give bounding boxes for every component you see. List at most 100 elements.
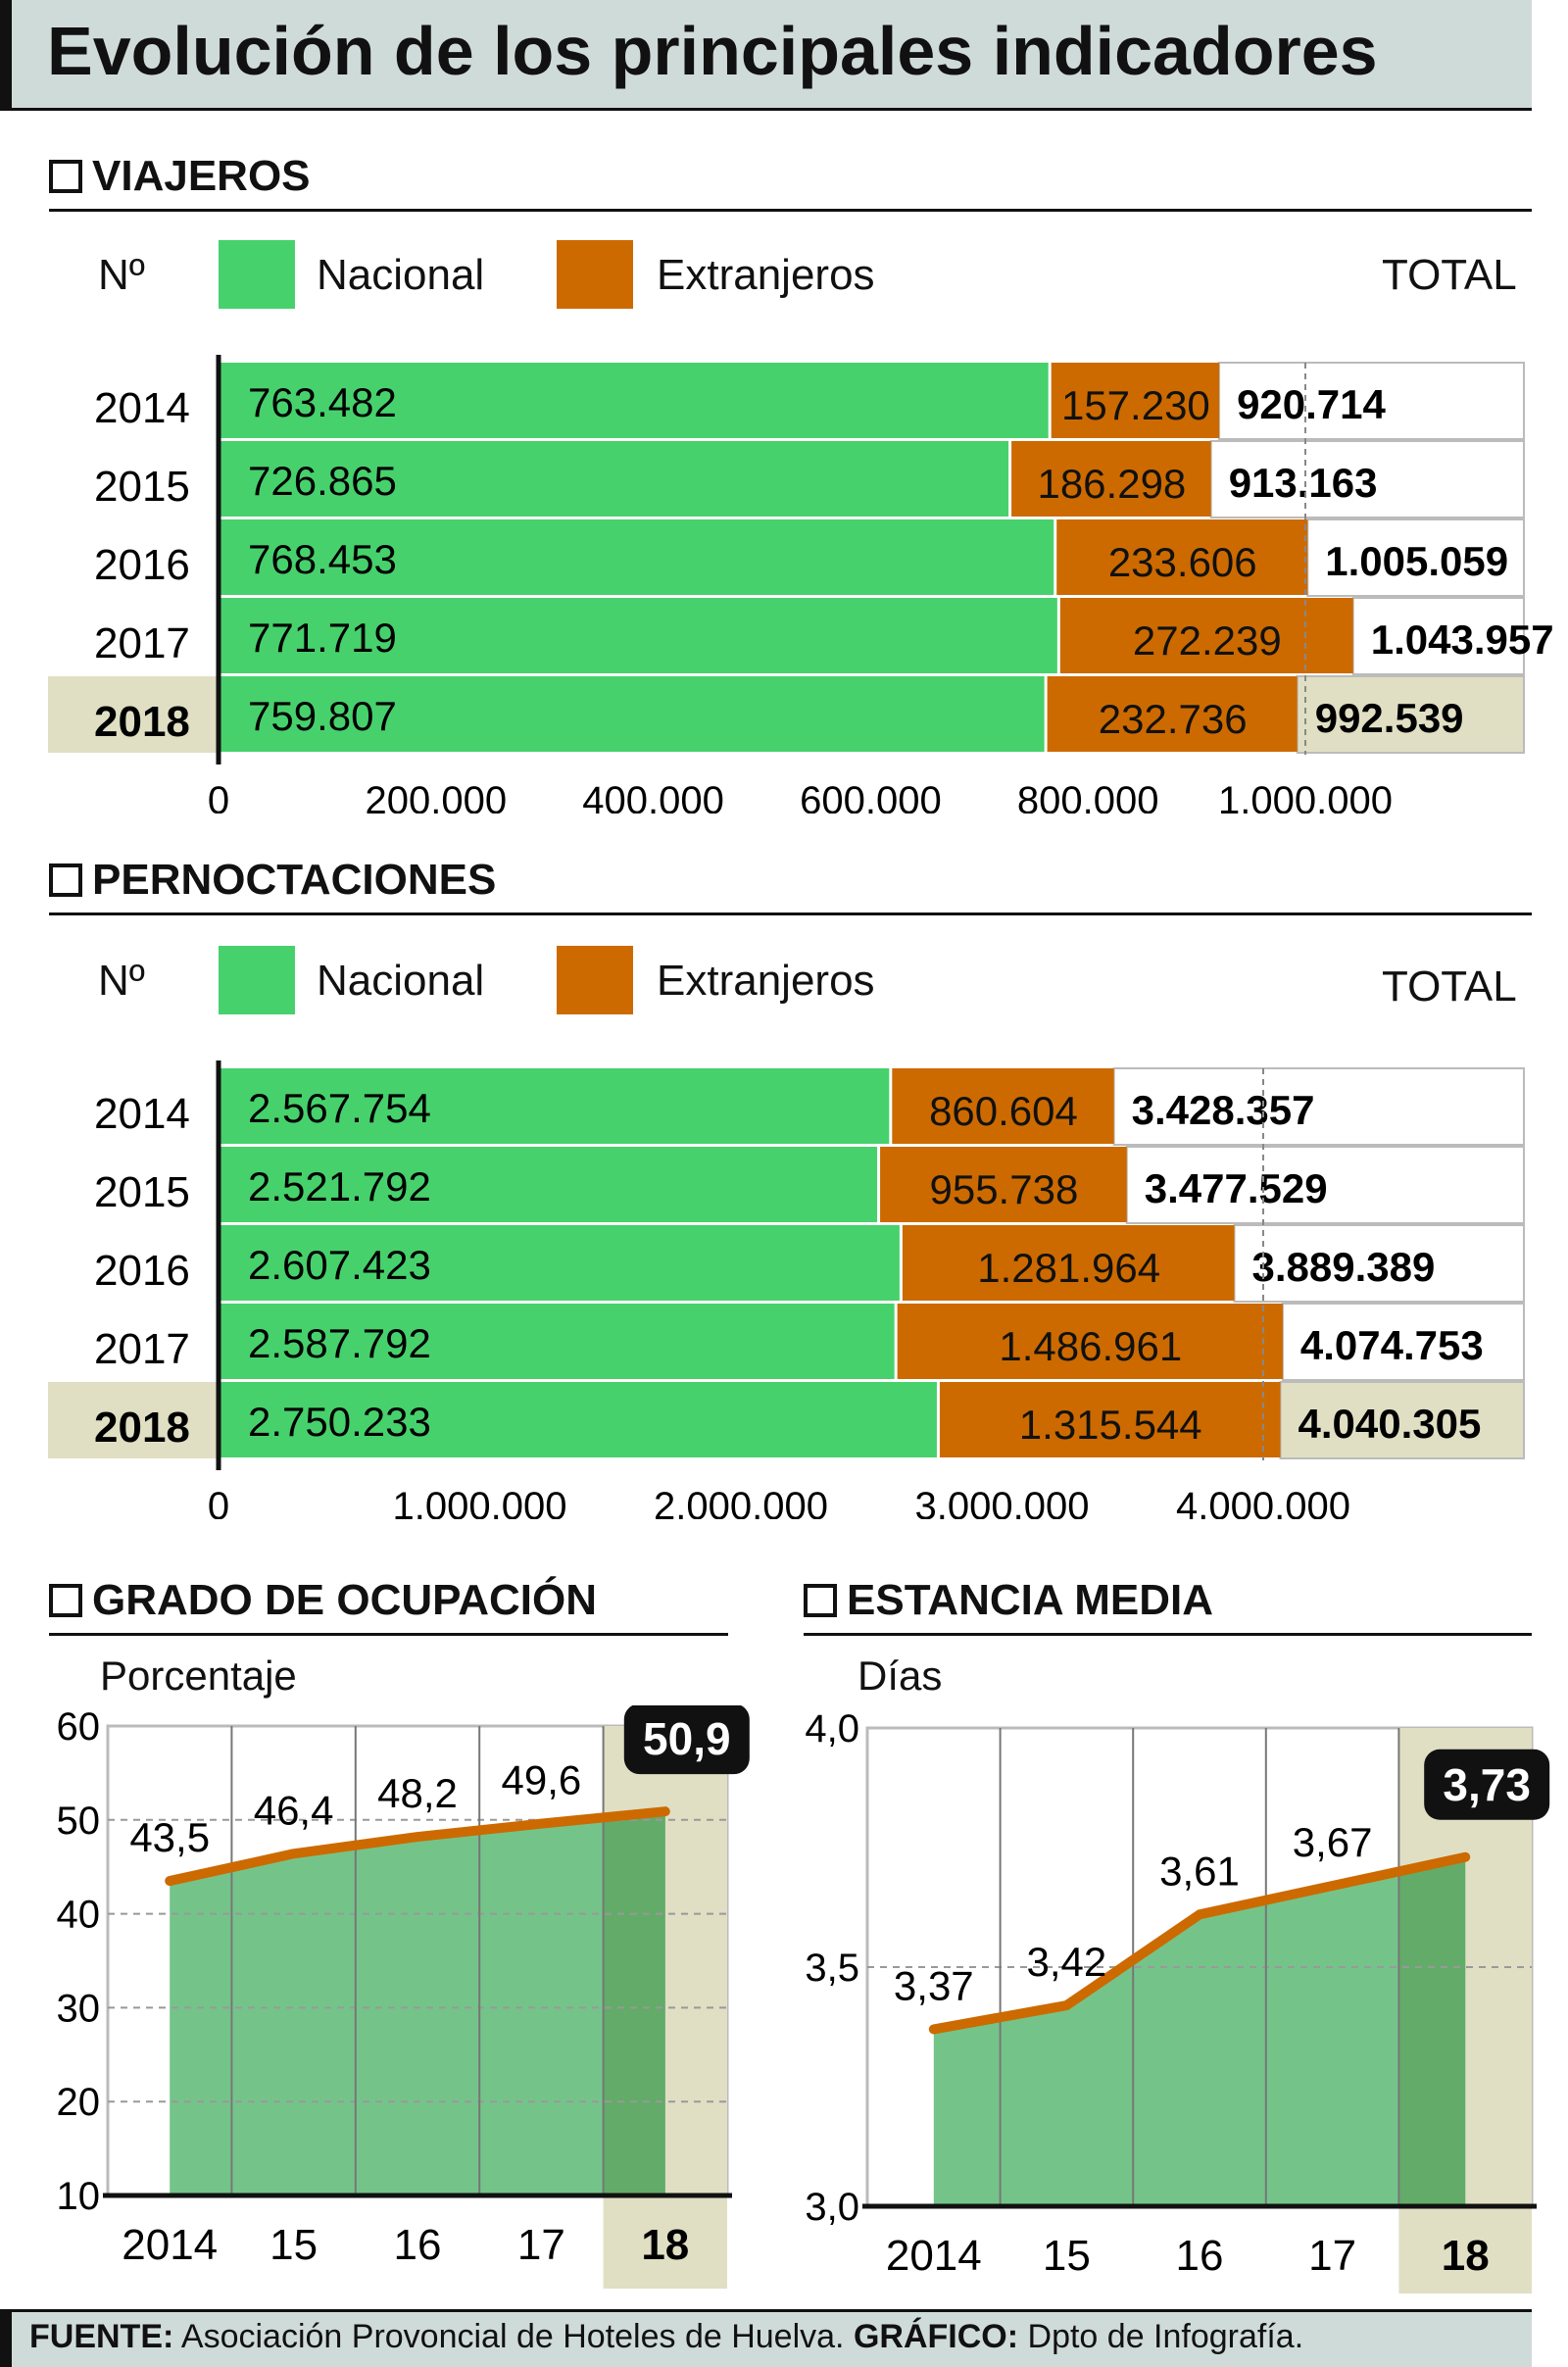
value-label-extranjeros: 1.315.544 <box>1019 1402 1202 1448</box>
year-label: 2018 <box>94 1404 190 1452</box>
value-label-extranjeros: 1.281.964 <box>977 1245 1160 1291</box>
x-tick-label: 2014 <box>122 2221 218 2269</box>
highlight-value-badge <box>1424 1749 1550 1820</box>
total-label: 913.163 <box>1229 460 1378 506</box>
section-heading-estancia: ESTANCIA MEDIA <box>804 1576 1213 1625</box>
y-tick-label: 3,0 <box>805 2186 859 2229</box>
bar-nacional <box>219 1304 895 1379</box>
area-fill <box>170 1811 665 2195</box>
x-tick-label: 1.000.000 <box>1218 779 1393 814</box>
bar-extranjeros <box>1059 598 1353 673</box>
value-label: 50,9 <box>643 1713 731 1764</box>
source-label: FUENTE: <box>29 2318 174 2355</box>
legend-swatch-nacional <box>219 946 295 1014</box>
value-label-nacional: 768.453 <box>248 536 397 582</box>
year-label: 2017 <box>94 1325 190 1373</box>
bar-extranjeros <box>897 1304 1283 1379</box>
x-tick-label: 16 <box>394 2221 442 2269</box>
bar-nacional <box>219 1382 937 1457</box>
year-label: 2016 <box>94 541 190 589</box>
square-icon <box>804 1584 837 1617</box>
highlight-year-band <box>48 676 219 753</box>
value-label: 3,37 <box>894 1962 974 2008</box>
graphic-text: Dpto de Infografía. <box>1027 2318 1304 2355</box>
legend-label-nacional: Nacional <box>317 957 485 1005</box>
section-title: GRADO DE OCUPACIÓN <box>92 1576 597 1624</box>
year-label: 2018 <box>94 698 190 746</box>
legend-label-extranjeros: Extranjeros <box>657 251 875 299</box>
value-label-extranjeros: 272.239 <box>1133 617 1282 664</box>
y-tick-label: 10 <box>57 2175 101 2218</box>
year-label: 2014 <box>94 384 190 432</box>
total-label: 992.539 <box>1315 695 1464 741</box>
footer: FUENTE: Asociación Provoncial de Hoteles… <box>0 2309 1532 2367</box>
total-label: 4.074.753 <box>1300 1322 1484 1368</box>
estancia-area-chart: 3,0 3,5 4,0 2014 15 16 17 18 3,37 3,42 3,61 3,67 3,7… <box>805 1707 1550 2293</box>
section-title: VIAJEROS <box>92 152 311 200</box>
legend-label-extranjeros: Extranjeros <box>657 957 875 1005</box>
data-line <box>165 1806 670 1887</box>
y-tick-label: 50 <box>57 1800 101 1843</box>
y-tick-label: 20 <box>57 2081 101 2124</box>
bar-extranjeros <box>939 1382 1281 1457</box>
bar-nacional <box>219 1225 900 1301</box>
unit-label: Nº <box>98 957 145 1005</box>
value-label-extranjeros: 233.606 <box>1108 539 1257 585</box>
square-icon <box>49 863 82 897</box>
value-label: 3,61 <box>1159 1848 1240 1894</box>
value-label: 3,73 <box>1443 1759 1531 1810</box>
area-fill-highlight <box>603 1811 665 2195</box>
total-label: 3.477.529 <box>1145 1165 1328 1211</box>
square-icon <box>49 1584 82 1617</box>
x-tick-label: 4.000.000 <box>1176 1485 1350 1519</box>
divider <box>49 1633 728 1636</box>
divider <box>49 209 1532 212</box>
pernoctaciones-bar-chart: 2014 2.567.754 860.604 3.428.357 2015 2.521.7… <box>48 1060 1525 1519</box>
total-label: 3.889.389 <box>1252 1244 1436 1290</box>
value-label: 43,5 <box>129 1814 210 1860</box>
section-title: PERNOCTACIONES <box>92 856 497 904</box>
x-tick-label: 15 <box>1043 2232 1091 2280</box>
year-label: 2014 <box>94 1090 190 1138</box>
legend-swatch-extranjeros <box>557 946 633 1014</box>
legend-swatch-nacional <box>219 240 295 309</box>
total-cell <box>1279 1381 1525 1459</box>
value-label-nacional: 2.567.754 <box>248 1085 431 1131</box>
value-label-nacional: 759.807 <box>248 693 397 739</box>
value-label-nacional: 726.865 <box>248 458 397 504</box>
x-tick-label: 17 <box>517 2221 565 2269</box>
x-tick-label: 2.000.000 <box>654 1485 828 1519</box>
value-label-extranjeros: 1.486.961 <box>999 1323 1182 1369</box>
x-tick-label: 3.000.000 <box>915 1485 1090 1519</box>
bar-extranjeros <box>1011 441 1211 517</box>
divider <box>804 1633 1532 1636</box>
y-tick-label: 40 <box>57 1894 101 1937</box>
bar-nacional <box>219 441 1009 517</box>
bar-extranjeros <box>1056 519 1308 595</box>
value-label: 3,42 <box>1027 1939 1107 1985</box>
value-label: 48,2 <box>377 1770 458 1816</box>
total-cell <box>1233 1224 1525 1303</box>
x-tick-label: 18 <box>641 2221 689 2269</box>
unit-label: Nº <box>98 251 145 299</box>
viajeros-bar-chart: 2014 763.482 157.230 920.714 2015 726.865 186.… <box>48 355 1554 814</box>
total-cell <box>1351 597 1525 675</box>
bar-nacional <box>219 363 1049 438</box>
total-label: 1.043.957 <box>1371 616 1554 663</box>
value-label: 49,6 <box>502 1757 582 1803</box>
bar-nacional <box>219 1068 890 1144</box>
section-title: ESTANCIA MEDIA <box>847 1576 1213 1624</box>
year-label: 2015 <box>94 463 190 511</box>
bar-extranjeros <box>1051 363 1220 438</box>
total-cell <box>1296 675 1526 754</box>
total-cell <box>1218 362 1525 440</box>
value-label-nacional: 2.607.423 <box>248 1242 431 1288</box>
year-label: 2016 <box>94 1247 190 1295</box>
total-cell <box>1281 1303 1525 1381</box>
value-label-nacional: 2.521.792 <box>248 1163 431 1209</box>
section-heading-viajeros: VIAJEROS <box>49 152 311 201</box>
bar-nacional <box>219 676 1045 752</box>
total-label: TOTAL <box>1382 251 1517 299</box>
highlight-value-badge <box>623 1705 750 1775</box>
total-label: 920.714 <box>1237 381 1386 427</box>
